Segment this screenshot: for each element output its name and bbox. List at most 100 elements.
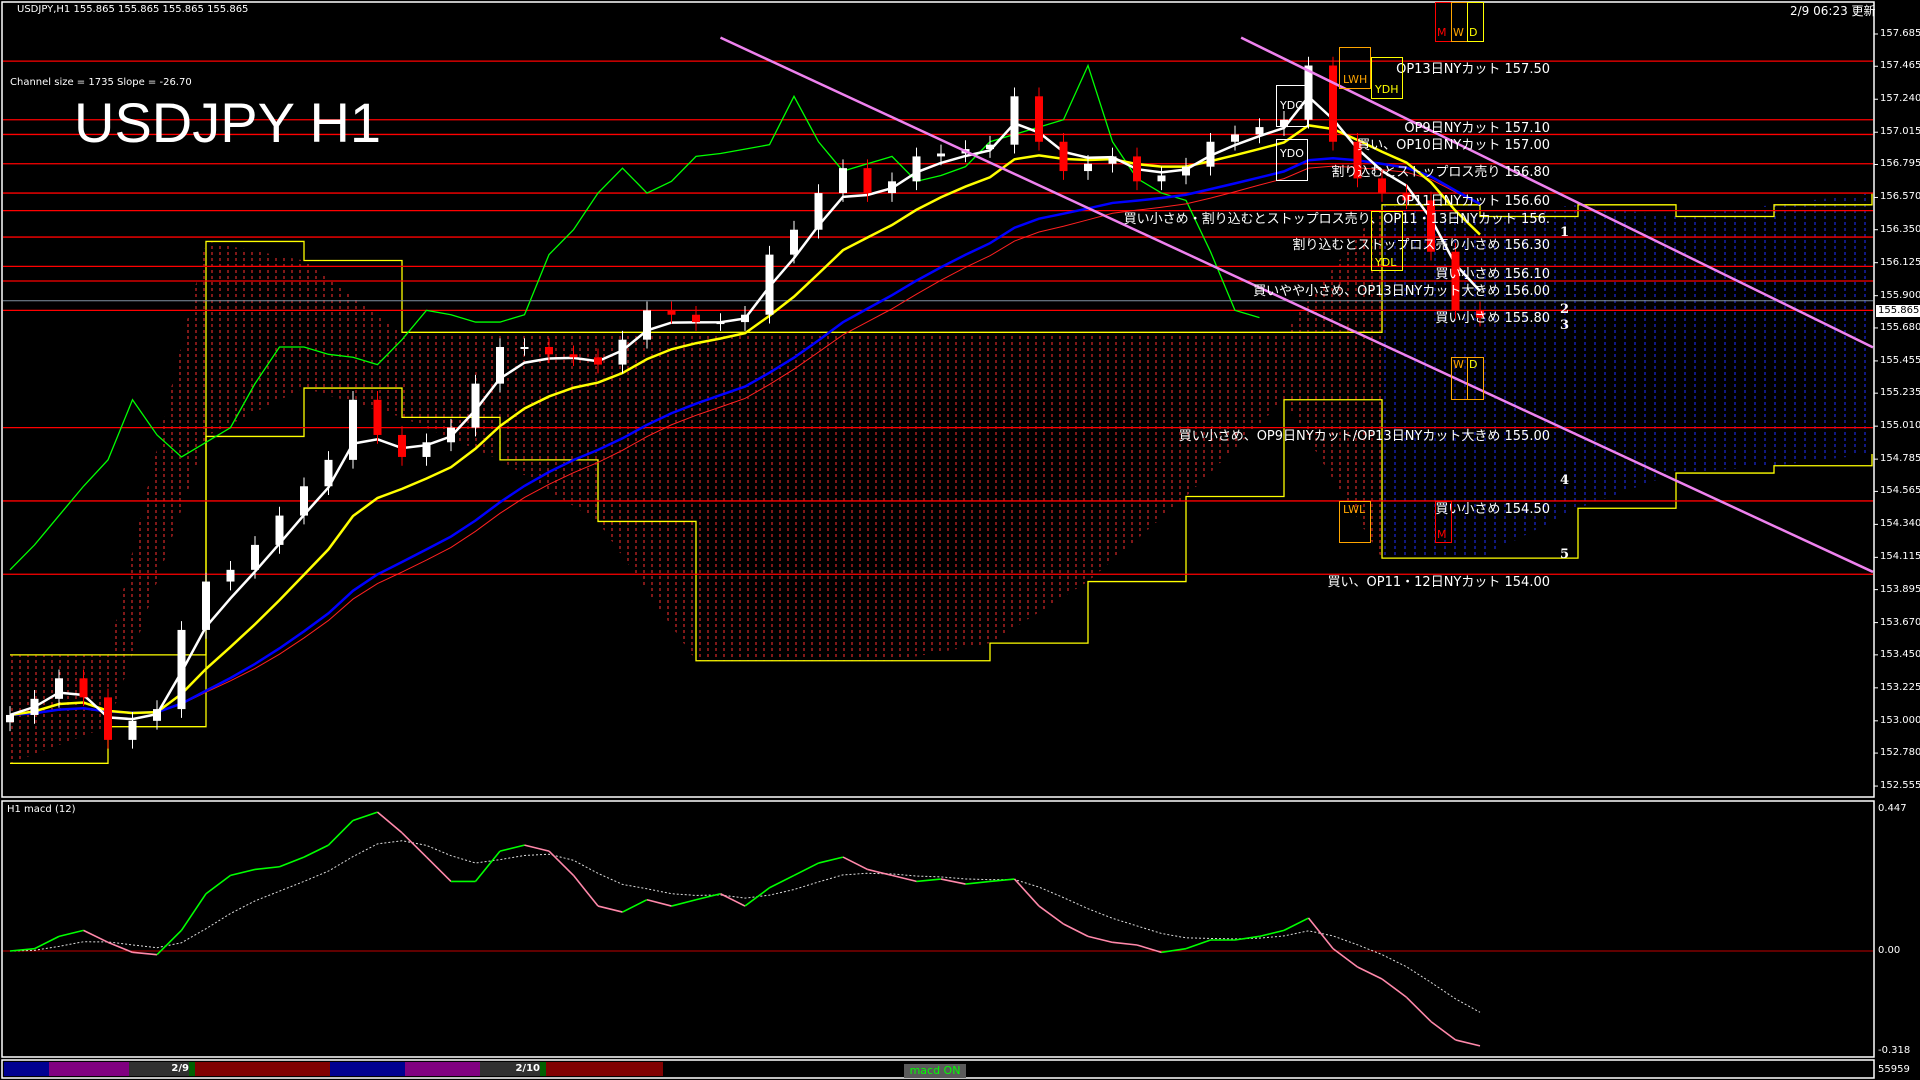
level-annotation: 買いやや小さめ、OP13日NYカット大きめ 156.00	[1253, 284, 1550, 300]
wave-label-2: 2	[1560, 302, 1570, 317]
level-annotation: 割り込むとストップロス売り 156.80	[1331, 164, 1550, 180]
bull-candle	[251, 544, 259, 570]
bull-candle	[520, 346, 529, 349]
cloud-segment	[108, 241, 206, 727]
bull-candle	[1084, 163, 1092, 172]
cloud-segment	[598, 332, 696, 661]
bear-candle	[79, 678, 88, 698]
macd-segment	[474, 850, 501, 882]
price-tick-label: 153.670	[1880, 616, 1920, 628]
bull-candle	[839, 168, 847, 194]
price-tick-label: 156.125	[1880, 256, 1920, 268]
bull-candle	[275, 515, 284, 545]
chikou-span-line	[9, 63, 1260, 571]
macd-segment	[34, 935, 60, 950]
trend-channel-line	[1240, 36, 1874, 349]
bull-candle	[128, 720, 137, 740]
macd-segment	[867, 868, 893, 877]
macd-segment	[132, 951, 158, 956]
bar-count: 55959	[1878, 1064, 1910, 1075]
session-segment	[49, 1062, 129, 1076]
marker-lwl: LWL	[1339, 501, 1371, 543]
axis-ticks	[1874, 33, 1878, 787]
level-annotation: 割り込むとストップロス売り小さめ 156.30	[1292, 238, 1550, 254]
macd-segment	[401, 832, 428, 858]
level-annotation: 買い小さめ・割り込むとストップロス売り、OP11・13日NYカット 156.	[1123, 211, 1550, 227]
macd-segment	[548, 850, 575, 876]
macd-segment	[1038, 905, 1064, 925]
bear-candle	[1427, 200, 1435, 252]
cloud-segment	[304, 260, 402, 418]
bull-candle	[30, 698, 39, 715]
level-annotation: 買い、OP11・12日NYカット 154.00	[1327, 575, 1550, 591]
bull-candle	[888, 181, 896, 194]
price-tick-label: 157.465	[1880, 60, 1920, 72]
price-tick-label: 153.000	[1880, 714, 1920, 726]
macd-segment	[58, 929, 84, 938]
marker-m: M	[1435, 501, 1452, 543]
current-price-tag: 155.865	[1876, 304, 1920, 317]
marker-top-m: M	[1435, 2, 1452, 42]
bull-candle	[1231, 134, 1239, 142]
marker-top-d: D	[1467, 2, 1484, 42]
session-bar-border	[1, 1059, 1875, 1079]
wave-label-5: 5	[1560, 547, 1570, 562]
macd-segment	[1161, 947, 1187, 954]
marker-top-w: W	[1451, 2, 1468, 42]
marker-d: D	[1467, 357, 1484, 400]
cloud-segment	[500, 332, 598, 522]
macd-plot	[3, 811, 1873, 1047]
session-segment	[330, 1062, 405, 1076]
session-segment	[405, 1062, 480, 1076]
ichimoku-cloud	[10, 193, 1873, 764]
bull-candle	[496, 346, 504, 384]
bull-candle	[1206, 141, 1215, 167]
macd-segment	[842, 856, 868, 871]
marker-w: W	[1451, 357, 1468, 400]
ma-slow-line	[9, 157, 1481, 717]
bull-candle	[1255, 127, 1264, 135]
cloud-segment	[1676, 204, 1774, 474]
bear-candle	[569, 354, 578, 358]
marker-lwh: LWH	[1339, 47, 1371, 89]
macd-segment	[1430, 1020, 1456, 1041]
bear-candle	[1476, 310, 1484, 318]
session-segment: 2/9	[129, 1062, 189, 1076]
bull-candle	[1182, 166, 1190, 176]
macd-segment	[1405, 996, 1432, 1023]
macd-segment	[597, 905, 623, 913]
cloud-span-lower	[10, 387, 1873, 764]
bull-candle	[202, 581, 210, 630]
cloud-segment	[1774, 193, 1872, 466]
macd-segment	[720, 893, 746, 907]
marker-ydo: YDO	[1276, 139, 1308, 181]
bull-candle	[177, 629, 186, 710]
macd-segment	[1185, 939, 1211, 950]
cloud-segment	[1480, 204, 1578, 559]
price-level-lines	[3, 60, 1873, 575]
cloud-segment	[1578, 204, 1676, 509]
symbol-info: USDJPY,H1 155.865 155.865 155.865 155.86…	[17, 4, 249, 15]
price-tick-label: 154.565	[1880, 485, 1920, 497]
macd-segment	[1357, 966, 1383, 980]
bull-candle	[1010, 96, 1019, 145]
macd-toggle-button[interactable]: macd ON	[904, 1064, 966, 1078]
macd-segment	[744, 887, 770, 907]
macd-segment	[524, 844, 550, 852]
bull-candle	[716, 322, 725, 325]
bear-candle	[1059, 141, 1068, 172]
session-segment	[195, 1062, 330, 1076]
macd-segment	[376, 811, 403, 834]
bull-candle	[422, 442, 431, 457]
session-segment	[189, 1062, 195, 1076]
bull-candle	[1304, 65, 1313, 120]
macd-segment	[989, 878, 1015, 883]
bull-candle	[986, 144, 994, 150]
level-annotation: 買い小さめ、OP9日NYカット/OP13日NYカット大きめ 155.00	[1178, 428, 1550, 444]
level-annotation: OP13日NYカット 157.50	[1396, 62, 1550, 78]
price-tick-label: 152.555	[1880, 780, 1920, 792]
level-annotation: OP9日NYカット 157.10	[1404, 120, 1550, 136]
session-bar: 2/9 2/10	[4, 1062, 663, 1076]
macd-axis-min: -0.318	[1878, 1045, 1911, 1056]
bull-candle	[937, 153, 945, 157]
